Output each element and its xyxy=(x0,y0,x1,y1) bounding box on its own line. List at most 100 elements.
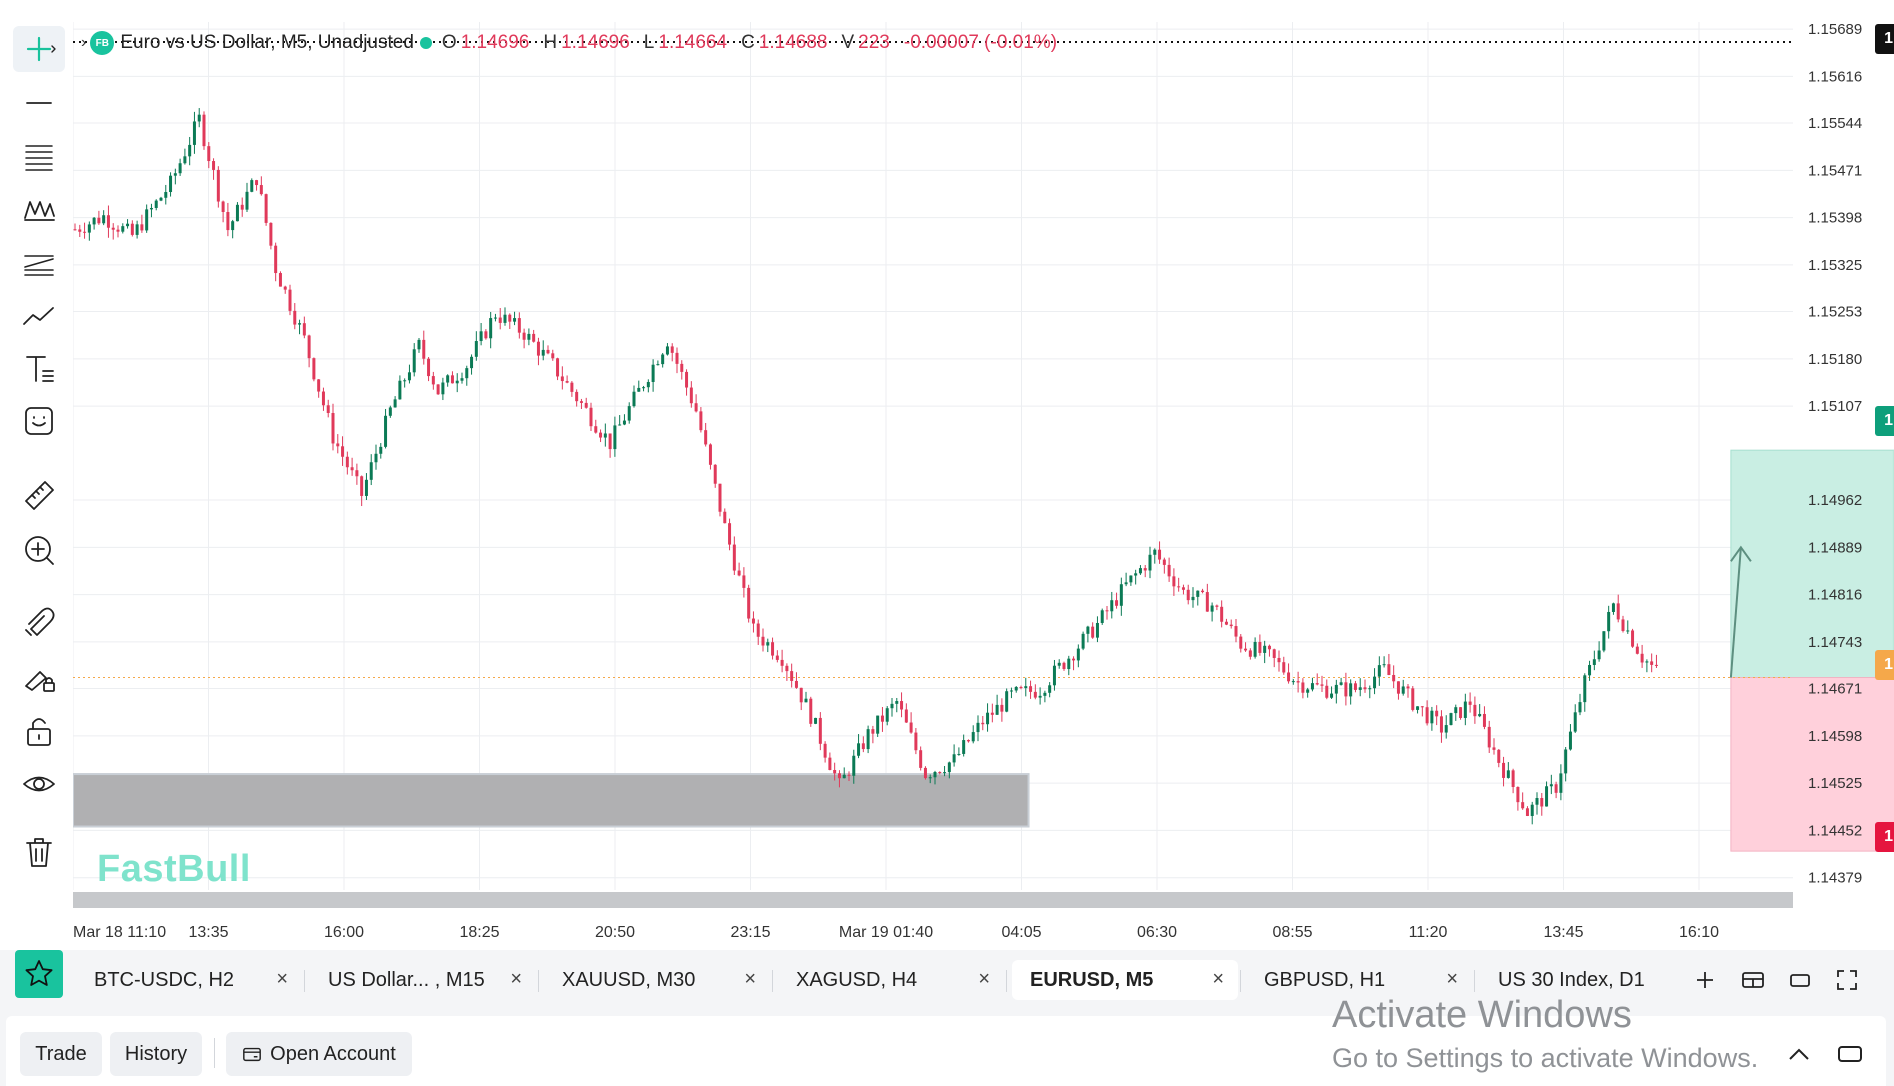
candle-body xyxy=(804,698,808,703)
candle-body xyxy=(269,222,273,246)
candle-body xyxy=(1645,661,1649,663)
activate-line-1: Activate Windows xyxy=(1332,994,1632,1036)
candle-body xyxy=(326,405,330,414)
layout-button[interactable] xyxy=(1736,963,1770,997)
candle-body xyxy=(857,743,861,756)
candle-body xyxy=(847,774,851,776)
zoom-in-tool[interactable] xyxy=(13,527,65,573)
close-icon[interactable]: × xyxy=(1446,968,1458,990)
chart-area[interactable]: 1.15689 1.15616 1.15544 1.15471 1.15398 1.153… xyxy=(73,0,1894,950)
crosshair-tool[interactable] xyxy=(13,26,65,72)
candle-body xyxy=(1406,686,1410,689)
tab-gbpusd-h1[interactable]: GBPUSD, H1 × xyxy=(1246,960,1472,1000)
add-tab-button[interactable] xyxy=(1688,963,1722,997)
candle-body xyxy=(1425,707,1429,724)
candle-body xyxy=(1024,686,1028,689)
trade-button[interactable]: Trade xyxy=(20,1032,102,1076)
close-icon[interactable]: × xyxy=(1212,968,1224,990)
candle-body xyxy=(556,358,560,377)
tab-xagusd-h4[interactable]: XAGUSD, H4 × xyxy=(778,960,1004,1000)
candle-body xyxy=(336,443,340,447)
candle-body xyxy=(388,407,392,416)
trend-line-tool[interactable] xyxy=(13,292,65,338)
candle-body xyxy=(790,671,794,681)
candle-body xyxy=(149,207,153,210)
y-axis-tick-label: 1.15616 xyxy=(1808,68,1862,85)
magnet-tool[interactable] xyxy=(13,598,65,644)
close-icon[interactable]: × xyxy=(744,968,756,990)
close-icon[interactable]: × xyxy=(510,968,522,990)
candle-body xyxy=(1444,725,1448,733)
close-icon[interactable]: × xyxy=(978,968,990,990)
open-account-button[interactable]: Open Account xyxy=(226,1032,412,1076)
candle-body xyxy=(298,323,302,325)
x-axis-tick-label: 16:10 xyxy=(1679,924,1719,941)
candle-body xyxy=(1048,685,1052,693)
tab-separator xyxy=(538,970,539,992)
candle-body xyxy=(933,771,937,778)
fibonacci-tool[interactable] xyxy=(13,133,65,179)
text-tool[interactable] xyxy=(13,345,65,391)
price-chart[interactable]: 1.15689 1.15616 1.15544 1.15471 1.15398 1.153… xyxy=(73,0,1894,950)
candle-body xyxy=(1095,622,1099,638)
candle-body xyxy=(990,712,994,715)
tab-us-dollar-m15[interactable]: US Dollar... , M15 × xyxy=(310,960,536,1000)
horizontal-scrollbar[interactable] xyxy=(73,892,1793,908)
candle-body xyxy=(145,209,149,231)
candle-body xyxy=(728,523,732,545)
candle-body xyxy=(771,642,775,656)
emoji-tool[interactable] xyxy=(13,398,65,444)
candle-body xyxy=(637,387,641,392)
candle-body xyxy=(852,755,856,776)
candle-body xyxy=(1272,649,1276,658)
candle-body xyxy=(814,717,818,724)
tab-label: US 30 Index, D1 xyxy=(1498,968,1645,991)
candle-body xyxy=(976,722,980,733)
candle-body xyxy=(192,121,196,145)
ruler-tool[interactable] xyxy=(13,472,65,518)
panel-window-button[interactable] xyxy=(1834,1038,1866,1070)
history-button[interactable]: History xyxy=(110,1032,202,1076)
candle-body xyxy=(1377,665,1381,677)
visibility-tool[interactable] xyxy=(13,761,65,807)
chevron-right-icon[interactable]: › xyxy=(81,34,87,51)
market-status-dot xyxy=(419,37,432,49)
candle-body xyxy=(341,446,345,457)
window-button[interactable] xyxy=(1783,963,1817,997)
channel-tool[interactable] xyxy=(13,239,65,285)
tab-eurusd-m5[interactable]: EURUSD, M5 × xyxy=(1012,960,1238,1000)
candle-body xyxy=(374,453,378,463)
candle-body xyxy=(250,180,254,192)
collapse-panel-button[interactable] xyxy=(1783,1038,1815,1070)
unlock-tool[interactable] xyxy=(13,708,65,754)
candle-body xyxy=(470,356,474,369)
delete-drawings-tool[interactable] xyxy=(13,829,65,875)
tab-xauusd-m30[interactable]: XAUUSD, M30 × xyxy=(544,960,770,1000)
candle-body xyxy=(331,413,335,444)
candle-body xyxy=(1473,704,1477,717)
candle-body xyxy=(651,364,655,382)
pattern-tool[interactable] xyxy=(13,186,65,232)
fullscreen-button[interactable] xyxy=(1830,963,1864,997)
candle-body xyxy=(159,197,163,201)
favorites-button[interactable] xyxy=(15,950,63,998)
horizontal-line-tool[interactable] xyxy=(13,80,65,126)
lock-drawing-tool[interactable] xyxy=(13,652,65,698)
candle-body xyxy=(164,192,168,198)
candle-body xyxy=(1602,631,1606,651)
emoji-icon xyxy=(25,407,53,435)
candle-body xyxy=(1301,682,1305,693)
symbol-title[interactable]: Euro vs US Dollar, M5, Unadjusted xyxy=(120,32,414,53)
tab-us-30-index-d1[interactable]: US 30 Index, D1 xyxy=(1480,960,1680,1000)
candle-body xyxy=(417,339,421,350)
candle-body xyxy=(1530,804,1534,816)
candle-body xyxy=(747,587,751,619)
candle-body xyxy=(140,224,144,231)
candle-body xyxy=(364,479,368,496)
candle-body xyxy=(1153,549,1157,555)
candle-body xyxy=(766,642,770,646)
tab-btc-usdc-h2[interactable]: BTC-USDC, H2 × xyxy=(76,960,302,1000)
close-icon[interactable]: × xyxy=(276,968,288,990)
candle-body xyxy=(1626,630,1630,632)
candle-body xyxy=(226,211,230,231)
